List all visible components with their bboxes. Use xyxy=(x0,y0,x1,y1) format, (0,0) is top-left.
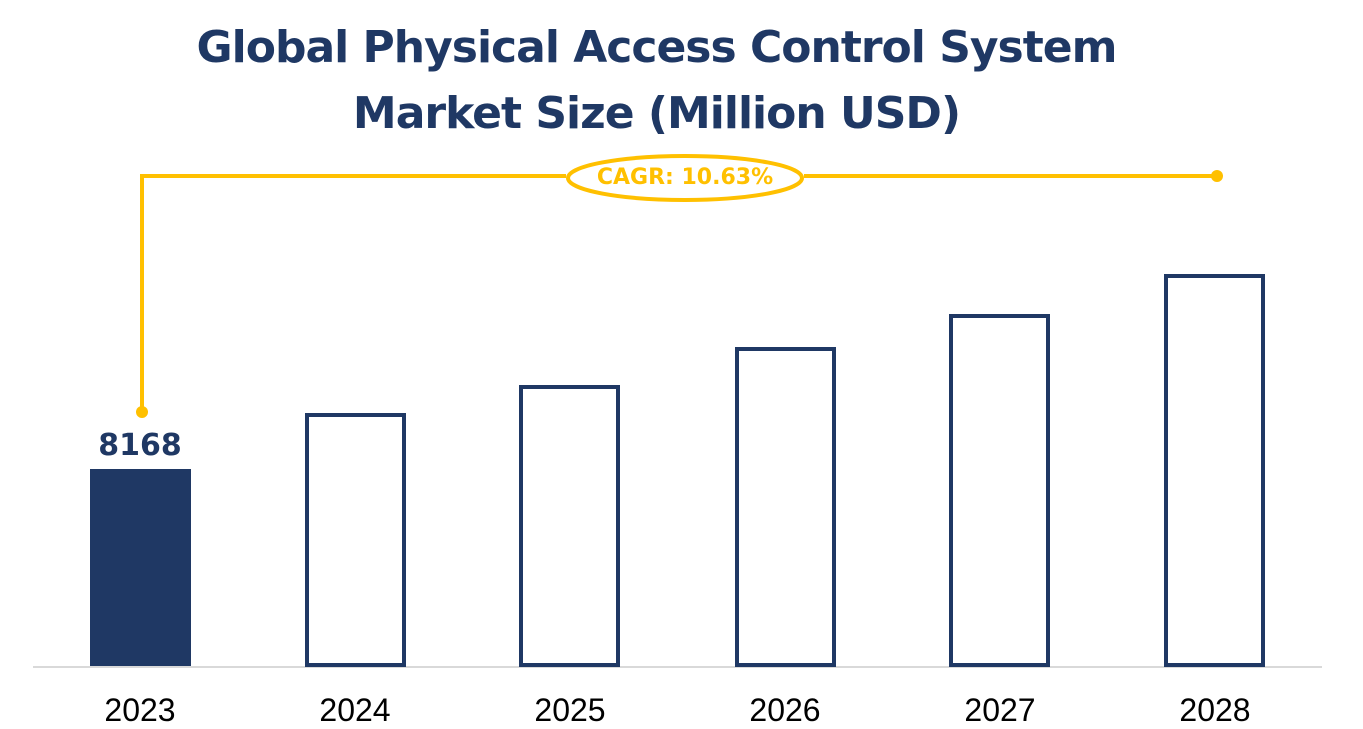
connector-end-dot xyxy=(1211,170,1223,182)
x-tick-label: 2026 xyxy=(749,692,821,728)
value-label-2023: 8168 xyxy=(98,428,182,463)
bar-2026[interactable] xyxy=(735,347,836,667)
x-tick-label: 2025 xyxy=(534,692,606,728)
cagr-badge xyxy=(566,154,804,202)
bar-2027[interactable] xyxy=(949,314,1050,667)
bar-2028[interactable] xyxy=(1164,274,1265,667)
bar-2024[interactable] xyxy=(305,413,406,667)
bar-2025[interactable] xyxy=(519,385,620,667)
bar-2023[interactable] xyxy=(90,469,191,666)
cagr-connector-line xyxy=(140,174,566,412)
cagr-label: CAGR: 10.63% xyxy=(596,165,774,190)
chart-title-line1: Global Physical Access Control System xyxy=(196,22,1118,73)
x-tick-label: 2024 xyxy=(319,692,391,728)
x-tick-label: 2023 xyxy=(104,692,176,728)
connector-start-dot xyxy=(136,406,148,418)
chart-title-line2: Market Size (Million USD) xyxy=(352,88,961,139)
x-tick-label: 2028 xyxy=(1179,692,1251,728)
x-tick-label: 2027 xyxy=(964,692,1036,728)
